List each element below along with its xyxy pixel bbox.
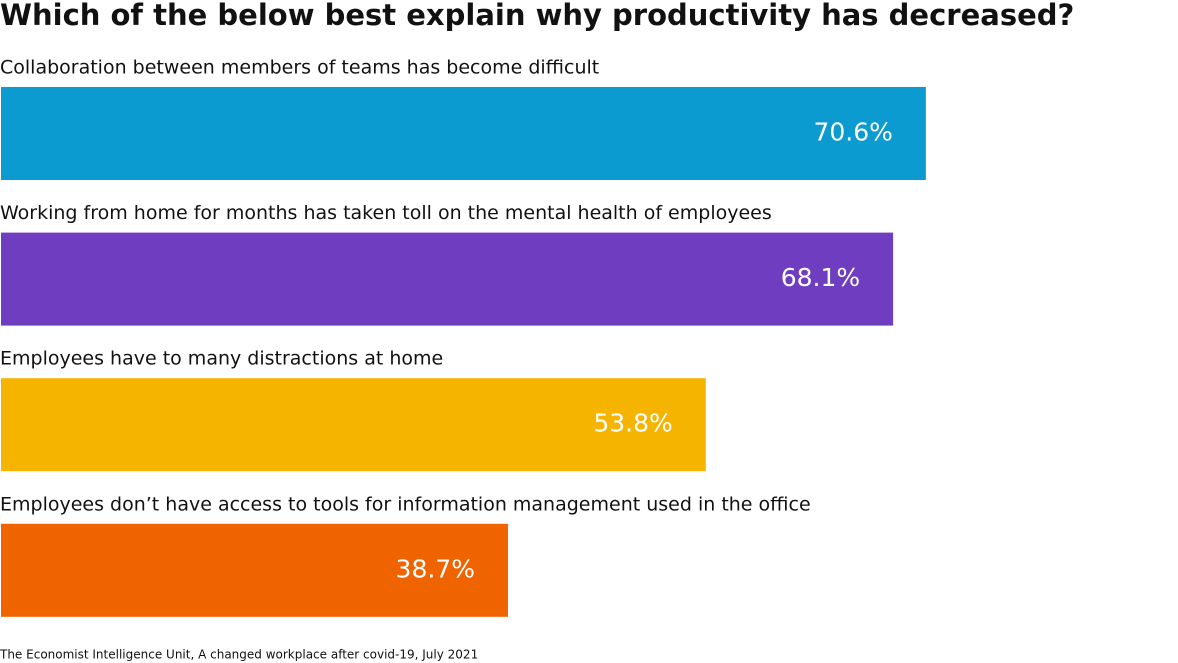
bar <box>1 87 926 180</box>
category-label: Employees have to many distractions at h… <box>0 348 443 370</box>
category-label: Collaboration between members of teams h… <box>0 57 599 79</box>
source-note: The Economist Intelligence Unit, A chang… <box>0 648 478 662</box>
value-label: 53.8% <box>593 409 672 438</box>
value-label: 38.7% <box>396 554 475 583</box>
value-label: 70.6% <box>813 118 892 147</box>
chart-title: Which of the below best explain why prod… <box>0 0 1074 32</box>
category-label: Employees don’t have access to tools for… <box>0 493 811 515</box>
bar <box>1 378 706 472</box>
bar <box>1 523 508 617</box>
bar <box>1 232 894 326</box>
category-label: Working from home for months has taken t… <box>0 202 772 224</box>
value-label: 68.1% <box>781 263 860 292</box>
